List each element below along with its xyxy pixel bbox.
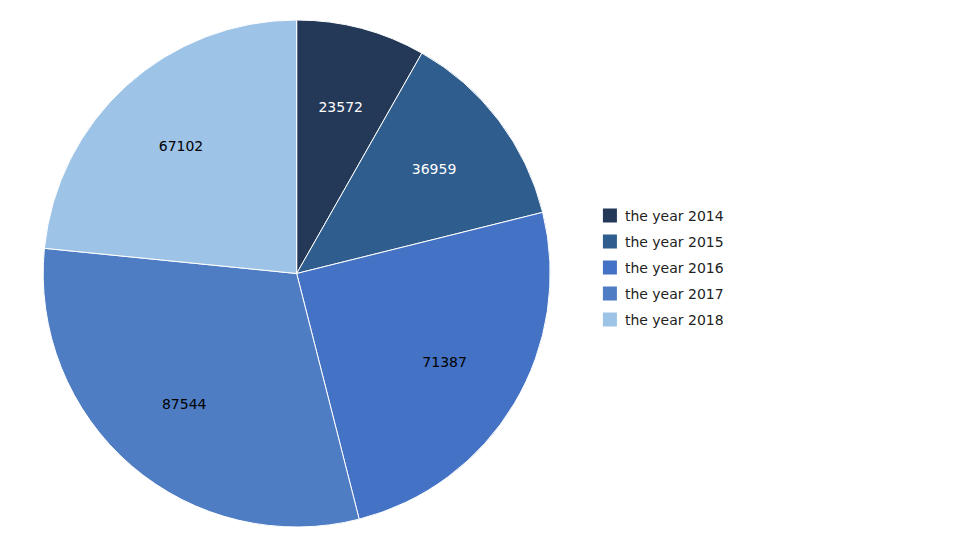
legend-label: the year 2015 xyxy=(625,234,724,250)
data-label: 71387 xyxy=(422,354,467,370)
legend-swatch xyxy=(603,235,617,249)
legend-label: the year 2017 xyxy=(625,286,724,302)
legend-label: the year 2018 xyxy=(625,312,724,328)
legend-swatch xyxy=(603,209,617,223)
legend-swatch xyxy=(603,287,617,301)
legend-item: the year 2018 xyxy=(603,312,724,328)
data-label: 36959 xyxy=(412,161,457,177)
pie xyxy=(43,20,550,527)
legend-swatch xyxy=(603,313,617,327)
data-label: 87544 xyxy=(162,396,207,412)
slice xyxy=(43,248,359,527)
chart: 2357236959713878754467102the year 2014th… xyxy=(0,0,957,547)
legend-item: the year 2017 xyxy=(603,286,724,302)
legend-item: the year 2015 xyxy=(603,234,724,250)
legend: the year 2014 the year 2015 the year 2016 t… xyxy=(603,208,724,328)
data-label: 67102 xyxy=(159,138,204,154)
data-label: 23572 xyxy=(318,99,363,115)
legend-item: the year 2014 xyxy=(603,208,724,224)
slice xyxy=(44,20,296,274)
legend-item: the year 2016 xyxy=(603,260,724,276)
legend-label: the year 2014 xyxy=(625,208,724,224)
data-labels: 23572 36959 71387 87544 67102 xyxy=(159,99,467,412)
legend-label: the year 2016 xyxy=(625,260,724,276)
legend-swatch xyxy=(603,261,617,275)
